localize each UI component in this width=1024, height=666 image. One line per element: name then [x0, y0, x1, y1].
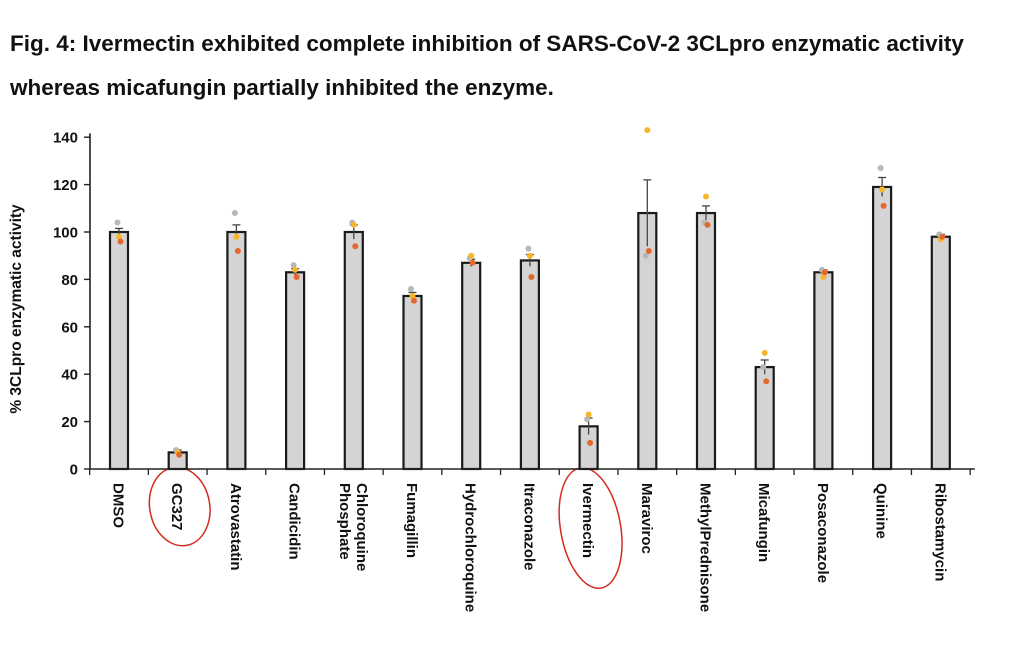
x-tick-label-fumagillin: Fumagillin [403, 483, 420, 558]
bar-methylprednisone [695, 211, 717, 471]
x-tick-labels: DMSO GC327 Atrovastatin Candicidin Chloroqui… [110, 483, 949, 612]
replicate-point [760, 364, 767, 371]
x-tick-label-ribostamycin: Ribostamycin [931, 483, 948, 581]
y-tick-label: 0 [70, 462, 78, 479]
replicate-point [468, 252, 475, 259]
x-tick-label-hydrochloroquine: Hydrochloroquine [462, 483, 479, 612]
replicate-point [761, 349, 768, 356]
replicate-point [585, 411, 592, 418]
bar-fumagillin [402, 294, 423, 471]
replicate-point [880, 202, 887, 209]
replicate-point [114, 219, 121, 226]
replicate-point [231, 210, 238, 217]
replicate-point [763, 378, 770, 385]
replicate-point [879, 186, 886, 193]
replicate-point [290, 262, 297, 269]
replicate-point [292, 266, 299, 273]
x-tick-label-atrovastatin: Atrovastatin [227, 483, 244, 571]
x-tick-label-candicidin: Candicidin [286, 483, 303, 560]
replicate-point [526, 252, 533, 259]
replicate-point [645, 247, 652, 254]
replicate-point [584, 416, 591, 423]
replicate-point [411, 297, 417, 304]
replicate-point [176, 451, 183, 458]
x-tick-label-posaconazole: Posaconazole [814, 483, 831, 583]
figure-caption: Fig. 4: Ivermectin exhibited complete in… [10, 31, 964, 100]
bar-chloroquine-phosphate [343, 230, 364, 471]
x-tick-label-gc327: GC327 [168, 483, 185, 531]
replicate-point [587, 439, 594, 446]
y-tick-label: 40 [61, 367, 78, 384]
replicate-point [821, 269, 828, 276]
replicate-point [352, 243, 359, 250]
x-tick-label-chloroquine-phosphate: ChloroquinePhosphate [336, 483, 370, 571]
y-tick-label: 20 [61, 414, 78, 431]
x-tick-label-micafungin: Micafungin [755, 483, 772, 562]
y-tick-label: 120 [53, 177, 78, 194]
x-tick-label-ivermectin: Ivermectin [579, 483, 596, 558]
x-tick-label-quinine: Quinine [873, 483, 890, 539]
highlight-layer [148, 466, 623, 590]
bar-dmso [108, 230, 130, 471]
replicate-point [939, 233, 946, 240]
y-tick-label: 100 [53, 225, 78, 242]
x-tick-label-maraviroc: Maraviroc [638, 483, 655, 554]
bar-candicidin [285, 271, 306, 471]
replicate-point [642, 252, 649, 259]
y-tick-label: 80 [61, 272, 78, 289]
bar-quinine [871, 185, 893, 471]
bar-ribostamycin [930, 235, 951, 471]
replicate-point [408, 285, 414, 292]
axes-layer: 0 20 40 60 80 100 120 140 [53, 130, 975, 479]
x-tick-label-dmso: DMSO [110, 483, 127, 528]
y-tick-label: 60 [61, 319, 78, 336]
replicate-point [820, 274, 827, 281]
bar-posaconazole [813, 271, 834, 471]
replicate-point [293, 274, 300, 281]
replicate-point [469, 259, 476, 266]
replicate-point [877, 165, 884, 172]
replicate-point [525, 245, 532, 252]
x-tick-label-methylprednisone: MethylPrednisone [697, 483, 714, 612]
replicate-points-layer [114, 127, 946, 458]
bar-hydrochloroquine [461, 261, 482, 471]
replicate-point [234, 247, 241, 254]
replicate-point [350, 221, 357, 228]
bar-itraconazole [519, 259, 541, 471]
replicate-point [116, 233, 122, 240]
y-axis-label: % 3CLpro enzymatic activity [8, 204, 25, 414]
bars-layer [108, 185, 951, 471]
replicate-point [409, 292, 416, 299]
replicate-point [704, 221, 711, 228]
replicate-point [117, 238, 124, 245]
replicate-point [528, 274, 535, 281]
replicate-point [233, 233, 240, 240]
y-tick-label: 140 [53, 130, 78, 147]
replicate-point [644, 127, 651, 134]
bar-atrovastatin [226, 230, 247, 471]
x-tick-label-itraconazole: Itraconazole [520, 483, 537, 571]
replicate-point [703, 193, 709, 200]
